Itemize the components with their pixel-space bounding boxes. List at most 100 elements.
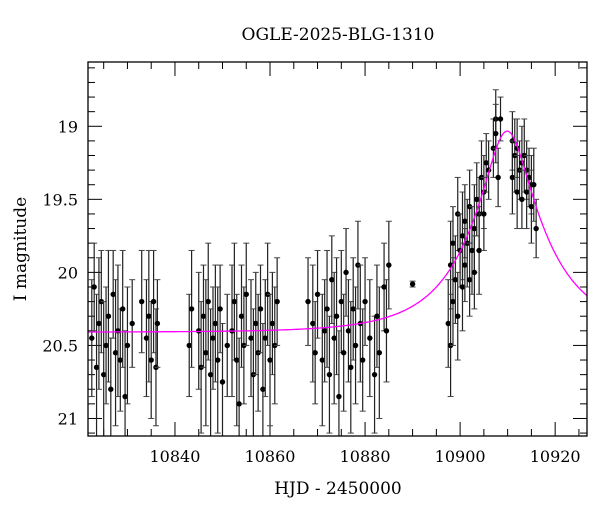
data-point [207, 308, 214, 436]
point-marker [122, 393, 128, 400]
point-marker [117, 357, 124, 363]
point-marker [207, 371, 214, 378]
point-marker [146, 313, 152, 319]
data-point [331, 271, 338, 405]
data-point [150, 249, 157, 354]
point-marker [253, 320, 259, 327]
point-marker [331, 335, 337, 341]
point-marker [459, 233, 466, 239]
x-tick-label: 10860 [245, 447, 296, 466]
data-point [112, 279, 119, 427]
data-point [345, 279, 352, 383]
point-marker [231, 298, 238, 305]
point-marker [103, 342, 109, 349]
data-point [335, 330, 342, 436]
point-marker [196, 328, 202, 334]
data-point [366, 279, 373, 398]
point-marker [305, 298, 311, 305]
point-marker [219, 379, 226, 385]
point-marker [362, 298, 368, 305]
point-marker [481, 211, 487, 217]
point-marker [450, 298, 456, 305]
data-point [200, 264, 207, 368]
data-point [274, 257, 281, 346]
point-marker [143, 335, 150, 341]
point-marker [459, 284, 466, 290]
point-marker [348, 364, 354, 371]
x-tick-label: 10900 [435, 447, 486, 466]
point-marker [528, 203, 535, 210]
data-point [514, 155, 521, 230]
point-marker [310, 320, 316, 327]
point-marker [274, 298, 280, 305]
point-marker [466, 276, 473, 283]
point-marker [100, 371, 107, 378]
x-tick-label: 10920 [530, 447, 581, 466]
data-point [305, 257, 312, 346]
data-points [88, 89, 540, 436]
point-marker [217, 306, 223, 312]
data-point [202, 279, 209, 427]
point-marker [352, 342, 359, 349]
point-marker [215, 357, 221, 363]
point-marker [212, 320, 219, 327]
data-point [154, 279, 161, 368]
x-tick-label: 10840 [150, 447, 201, 466]
point-marker [343, 269, 349, 276]
point-marker [150, 298, 157, 305]
point-marker [514, 189, 520, 195]
point-marker [321, 328, 328, 334]
point-marker [359, 357, 366, 363]
tick-labels: 10840 10860 10880 10900 10920 19 19.5 20 20.5 21 [42, 117, 580, 466]
data-point [257, 264, 264, 354]
point-marker [383, 328, 390, 334]
data-point [212, 264, 219, 383]
point-marker [476, 247, 482, 254]
data-point [319, 293, 326, 427]
point-marker [533, 225, 539, 232]
y-tick-label: 20.5 [42, 336, 78, 355]
data-point [238, 264, 245, 368]
data-point [473, 162, 480, 237]
data-point [224, 293, 231, 398]
point-marker [509, 174, 516, 181]
y-tick-label: 21 [58, 409, 78, 428]
point-marker [93, 364, 100, 371]
plot-frame [87, 61, 588, 437]
point-marker [531, 182, 537, 188]
point-marker [367, 335, 373, 341]
data-point [262, 279, 269, 398]
data-point [350, 257, 357, 361]
point-marker [326, 371, 333, 378]
point-marker [238, 313, 245, 319]
point-marker [91, 284, 97, 290]
data-point [468, 206, 475, 295]
point-marker [445, 320, 451, 327]
x-tick-label: 10880 [340, 447, 391, 466]
point-marker [269, 320, 276, 327]
data-point [495, 147, 502, 208]
data-point [518, 169, 525, 230]
data-point [219, 323, 226, 436]
point-marker [205, 298, 211, 305]
point-marker [462, 218, 468, 224]
data-point [267, 293, 274, 427]
data-point [143, 279, 150, 398]
point-marker [124, 342, 131, 349]
point-marker [497, 116, 504, 122]
data-point [122, 330, 129, 436]
data-point [314, 249, 321, 339]
data-point [533, 198, 540, 259]
point-marker [340, 350, 347, 356]
data-point [217, 264, 224, 354]
data-point [471, 235, 478, 310]
y-tick-label: 19.5 [42, 190, 78, 209]
point-marker [224, 342, 230, 349]
point-marker [450, 240, 456, 246]
point-marker [338, 298, 345, 305]
data-point [93, 293, 100, 436]
data-point [497, 96, 504, 142]
point-marker [455, 313, 461, 319]
point-marker [129, 320, 135, 327]
point-marker [267, 357, 273, 363]
